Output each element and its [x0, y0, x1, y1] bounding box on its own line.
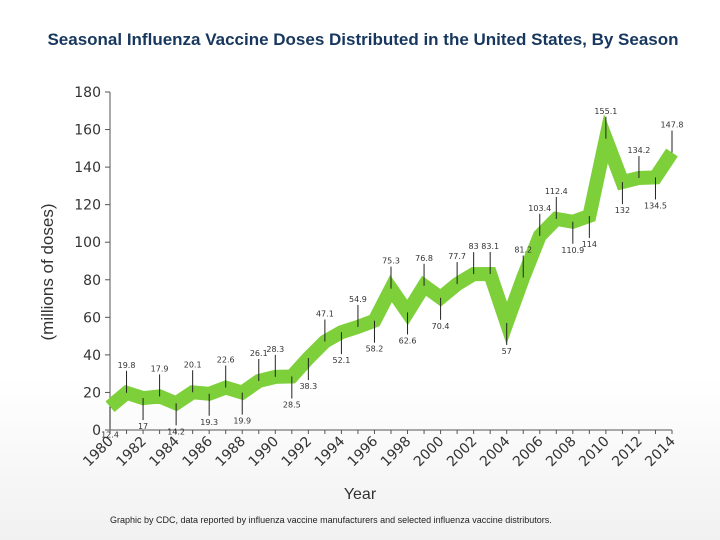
y-tick-label: 20	[83, 385, 101, 401]
data-label: 22.6	[217, 356, 235, 365]
x-tick-label: 1990	[246, 434, 283, 471]
x-tick-label: 2014	[642, 433, 679, 470]
x-tick-label: 1998	[378, 434, 415, 471]
x-tick-label: 2008	[543, 434, 580, 471]
data-label: 103.4	[528, 204, 551, 213]
y-tick-label: 140	[74, 160, 101, 176]
data-label: 70.4	[432, 322, 450, 331]
data-label: 26.1	[250, 349, 268, 358]
x-tick-label: 1992	[279, 434, 316, 471]
x-tick-label: 2006	[510, 433, 547, 470]
y-tick-label: 100	[74, 235, 101, 251]
y-tick-label: 0	[92, 423, 101, 439]
data-label: 147.8	[661, 120, 684, 129]
data-label: 134.2	[627, 146, 650, 155]
data-label: 58.2	[366, 345, 384, 354]
data-label: 57	[502, 347, 512, 356]
y-tick-label: 80	[83, 273, 101, 289]
source-footnote: Graphic by CDC, data reported by influen…	[110, 515, 552, 525]
data-label: 19.8	[118, 361, 136, 370]
data-label: 17.9	[151, 364, 169, 373]
y-tick-label: 120	[74, 198, 101, 214]
x-tick-label: 2012	[609, 434, 646, 471]
data-label: 83	[469, 242, 479, 251]
y-tick-label: 160	[74, 123, 101, 139]
x-tick-label: 2000	[411, 434, 448, 471]
data-label: 28.5	[283, 400, 301, 409]
data-label: 17	[138, 422, 148, 431]
data-label: 77.7	[448, 252, 466, 261]
data-label: 132	[615, 206, 630, 215]
data-label: 155.1	[594, 107, 617, 116]
data-label: 38.3	[299, 382, 317, 391]
x-tick-label: 1986	[179, 433, 216, 470]
data-label: 75.3	[382, 257, 400, 266]
data-label: 62.6	[399, 336, 417, 345]
chart-title: Seasonal Influenza Vaccine Doses Distrib…	[47, 30, 679, 49]
data-label: 81.2	[514, 246, 532, 255]
data-label: 134.5	[644, 201, 667, 210]
y-tick-label: 180	[74, 85, 101, 101]
y-tick-label: 60	[83, 310, 101, 326]
data-label: 114	[582, 240, 597, 249]
data-label: 19.3	[200, 418, 218, 427]
data-label: 54.9	[349, 295, 367, 304]
data-label: 19.9	[233, 417, 251, 426]
data-label: 28.3	[266, 345, 284, 354]
data-label: 47.1	[316, 310, 334, 319]
data-label: 83.1	[481, 242, 499, 251]
x-tick-label: 1984	[146, 433, 183, 470]
x-tick-label: 1994	[312, 433, 349, 470]
x-tick-label: 1988	[213, 434, 250, 471]
data-label: 20.1	[184, 360, 202, 369]
data-label: 76.8	[415, 254, 433, 263]
data-label: 12.4	[101, 431, 119, 440]
data-label: 112.4	[545, 187, 568, 196]
x-tick-label: 2002	[444, 434, 481, 471]
x-tick-label: 2004	[477, 433, 514, 470]
x-tick-label: 1996	[345, 433, 382, 470]
data-label: 14.2	[167, 427, 185, 436]
y-tick-label: 40	[83, 348, 101, 364]
x-tick-label: 2010	[576, 434, 613, 471]
x-axis-title: Year	[343, 486, 377, 503]
data-label: 52.1	[333, 356, 351, 365]
data-label: 110.9	[561, 246, 584, 255]
